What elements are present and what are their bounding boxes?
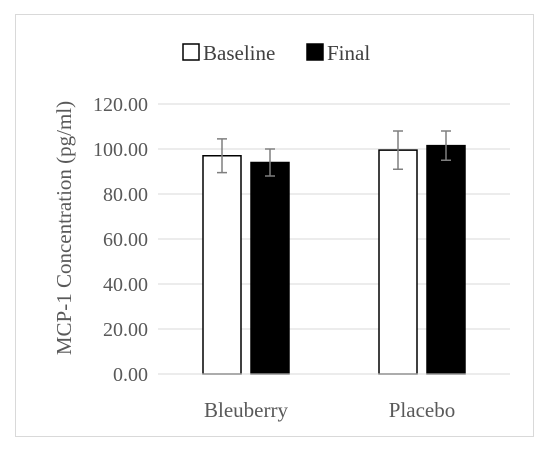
x-tick-labels: Bleuberry Placebo bbox=[204, 398, 455, 422]
y-tick-label: 20.00 bbox=[103, 319, 148, 341]
error-bars bbox=[217, 130, 451, 177]
legend-label-final: Final bbox=[327, 41, 370, 65]
y-tick-label: 40.00 bbox=[103, 274, 148, 296]
y-tick-label: 60.00 bbox=[103, 229, 148, 251]
bar-baseline-bleuberry bbox=[202, 155, 242, 375]
legend: Baseline Final bbox=[182, 41, 370, 65]
bars bbox=[202, 144, 466, 375]
x-tick-label: Placebo bbox=[389, 398, 455, 422]
legend-swatch-final bbox=[306, 43, 324, 61]
y-tick-labels: 0.00 20.00 40.00 60.00 80.00 100.00 120.00 bbox=[93, 94, 148, 386]
y-tick-label: 100.00 bbox=[93, 139, 148, 161]
y-axis-label: MCP-1 Concentration (pg/ml) bbox=[52, 101, 76, 355]
y-tick-label: 120.00 bbox=[93, 94, 148, 116]
x-tick-label: Bleuberry bbox=[204, 398, 288, 422]
bar-final-placebo bbox=[426, 144, 466, 375]
bar-baseline-placebo bbox=[378, 149, 418, 375]
y-tick-label: 0.00 bbox=[113, 364, 148, 386]
bar-final-bleuberry bbox=[250, 161, 290, 375]
legend-label-baseline: Baseline bbox=[203, 41, 275, 65]
legend-swatch-baseline bbox=[182, 43, 200, 61]
y-tick-label: 80.00 bbox=[103, 184, 148, 206]
